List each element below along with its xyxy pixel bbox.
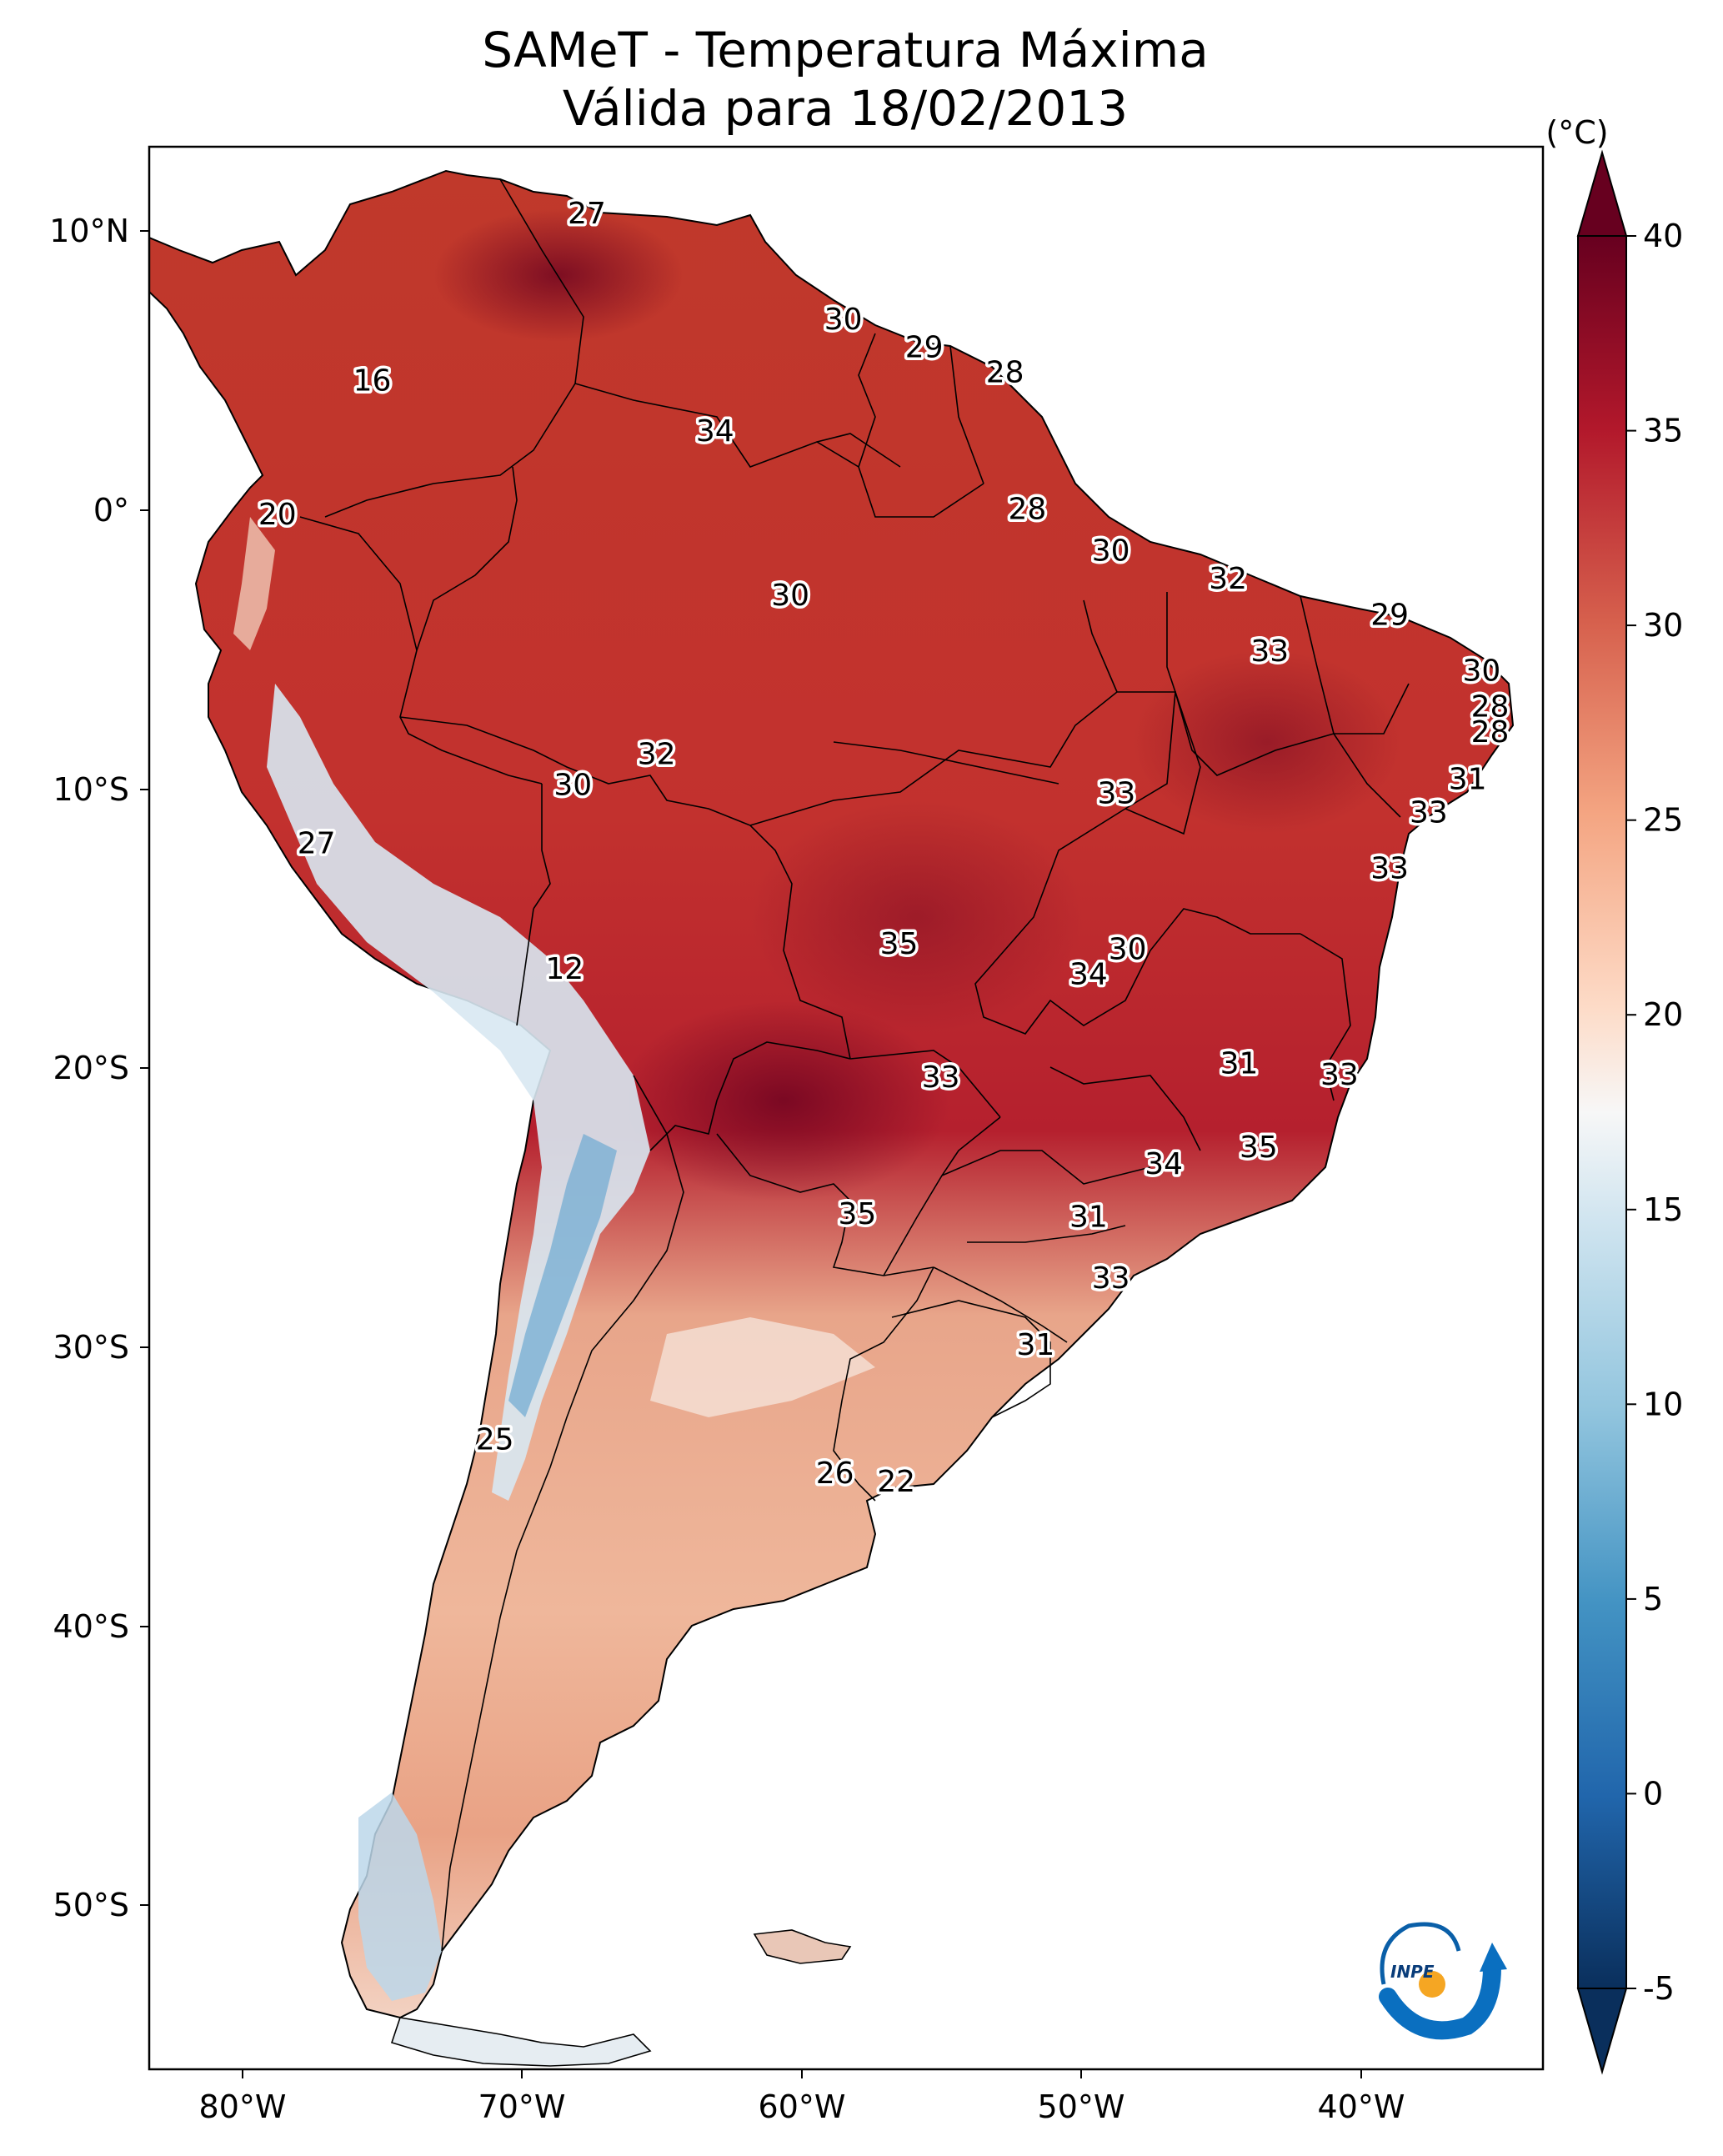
colorbar-tick-label: 30 bbox=[1643, 607, 1683, 644]
tierra-del-fuego bbox=[390, 2017, 652, 2067]
logo-orbit-arc bbox=[1380, 1922, 1461, 1985]
station-value-label: 28 bbox=[1008, 493, 1046, 527]
country-borders bbox=[299, 178, 1410, 1952]
station-value-label: 35 bbox=[838, 1197, 876, 1231]
x-tick-label: 50°W bbox=[1038, 2088, 1125, 2125]
station-value-label: 30 bbox=[771, 579, 809, 613]
station-value-label: 34 bbox=[1069, 958, 1108, 992]
station-value-label: 28 bbox=[1471, 690, 1510, 725]
y-tick-label: 40°S bbox=[53, 1608, 129, 1645]
y-tick-label: 20°S bbox=[53, 1050, 129, 1086]
station-value-label: 31 bbox=[1069, 1200, 1108, 1234]
logo-arrow-icon bbox=[1480, 1943, 1507, 1972]
station-value-label: 33 bbox=[1320, 1058, 1359, 1092]
y-tick-label: 10°S bbox=[53, 771, 129, 808]
x-tick-label: 60°W bbox=[759, 2088, 846, 2125]
station-value-label: 32 bbox=[638, 738, 676, 772]
logo-swoosh bbox=[1379, 1958, 1501, 2040]
station-value-label: 33 bbox=[1092, 1261, 1130, 1296]
y-axis: 10°N 0° 10°S 20°S 30°S 40°S 50°S bbox=[49, 213, 149, 1923]
map-area bbox=[149, 147, 1543, 2069]
station-value-label: 22 bbox=[877, 1465, 915, 1499]
y-tick-label: 30°S bbox=[53, 1329, 129, 1366]
station-value-label: 25 bbox=[476, 1423, 514, 1457]
station-value-label: 27 bbox=[568, 197, 606, 231]
x-tick-label: 40°W bbox=[1318, 2088, 1405, 2125]
station-value-label: 35 bbox=[880, 927, 919, 961]
station-value-label: 30 bbox=[1109, 933, 1147, 967]
station-value-label: 27 bbox=[298, 827, 336, 861]
colorbar-tick-label: 25 bbox=[1643, 802, 1683, 839]
station-value-label: 31 bbox=[1449, 763, 1487, 797]
station-value-label: 29 bbox=[905, 331, 944, 365]
colorbar: (°C) 40 35 30 25 20 15 10 5 0 -5 bbox=[1545, 114, 1683, 2075]
south-cool-band bbox=[650, 1317, 875, 1417]
station-value-label: 30 bbox=[1462, 654, 1500, 688]
station-value-label: 30 bbox=[1092, 534, 1130, 569]
colorbar-tick-label: 20 bbox=[1643, 996, 1683, 1033]
y-tick-label: 0° bbox=[93, 492, 129, 529]
station-value-label: 26 bbox=[816, 1457, 854, 1491]
map-subtitle: Válida para 18/02/2013 bbox=[563, 80, 1128, 137]
y-tick-label: 10°N bbox=[49, 213, 129, 249]
station-value-label: 34 bbox=[696, 414, 734, 449]
colorbar-tick-label: 10 bbox=[1643, 1386, 1683, 1422]
station-value-label: 34 bbox=[1144, 1147, 1183, 1181]
station-value-label: 28 bbox=[986, 356, 1024, 390]
x-tick-label: 80°W bbox=[199, 2088, 287, 2125]
map-title: SAMeT - Temperatura Máxima bbox=[482, 22, 1209, 78]
andes-north-cold bbox=[233, 517, 275, 650]
station-value-label: 20 bbox=[258, 498, 297, 532]
station-value-label: 33 bbox=[1410, 796, 1448, 830]
station-value-label: 35 bbox=[1240, 1131, 1278, 1165]
station-value-label: 29 bbox=[1370, 599, 1409, 633]
colorbar-tick-label: -5 bbox=[1643, 1970, 1675, 2007]
station-value-label: 30 bbox=[824, 303, 863, 337]
colorbar-gradient bbox=[1577, 235, 1627, 1989]
station-value-label: 16 bbox=[353, 364, 392, 399]
colorbar-tick-label: 35 bbox=[1643, 413, 1683, 449]
colorbar-tick-label: 0 bbox=[1643, 1775, 1663, 1812]
andes-cold-core bbox=[508, 1134, 617, 1417]
colorbar-unit: (°C) bbox=[1545, 114, 1608, 151]
inpe-logo: INPE bbox=[1379, 1922, 1507, 2040]
station-value-label: 30 bbox=[553, 768, 592, 802]
map-frame bbox=[148, 145, 1545, 2071]
colorbar-ticks: 40 35 30 25 20 15 10 5 0 -5 bbox=[1626, 218, 1683, 2007]
station-value-label: 12 bbox=[545, 952, 584, 986]
station-value-label: 33 bbox=[1097, 776, 1135, 810]
colorbar-tick-label: 15 bbox=[1643, 1191, 1683, 1228]
x-axis: 80°W 70°W 60°W 50°W 40°W bbox=[199, 2069, 1405, 2125]
station-value-label: 31 bbox=[1016, 1328, 1054, 1362]
colorbar-extend-max bbox=[1576, 149, 1628, 237]
logo-sun-icon bbox=[1419, 1971, 1445, 1998]
station-value-label: 33 bbox=[1250, 634, 1289, 669]
station-value-label: 33 bbox=[922, 1060, 960, 1095]
colorbar-extend-min bbox=[1576, 1988, 1628, 2075]
y-tick-label: 50°S bbox=[53, 1887, 129, 1923]
station-value-label: 28 bbox=[1471, 715, 1510, 750]
station-value-label: 31 bbox=[1220, 1047, 1259, 1081]
logo-text: INPE bbox=[1390, 1962, 1435, 1982]
station-value-label: 33 bbox=[1370, 852, 1409, 886]
colorbar-tick-label: 40 bbox=[1643, 218, 1683, 254]
x-tick-label: 70°W bbox=[478, 2088, 566, 2125]
patagonia-cold bbox=[358, 1792, 442, 2001]
falkland-islands bbox=[753, 1929, 852, 1964]
station-value-label: 32 bbox=[1209, 562, 1247, 596]
colorbar-tick-label: 5 bbox=[1643, 1581, 1663, 1617]
